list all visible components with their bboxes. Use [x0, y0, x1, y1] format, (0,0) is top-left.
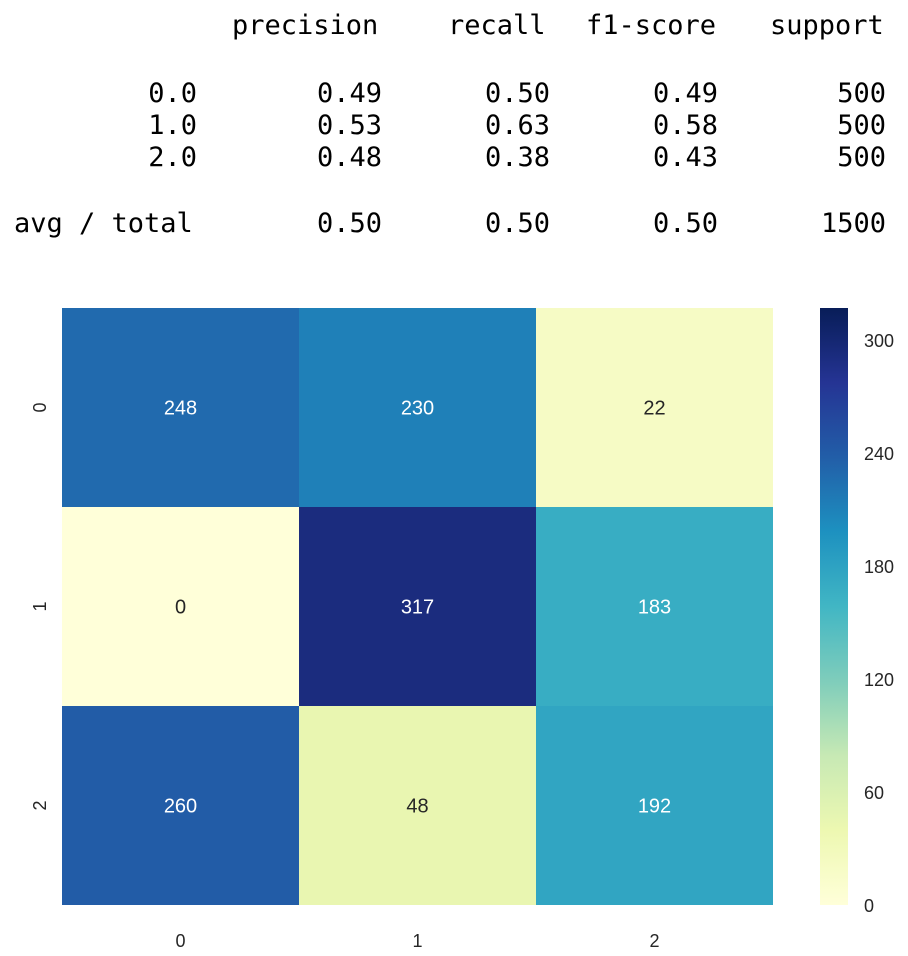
- report-total-label: avg / total: [14, 208, 193, 239]
- heatmap-cell-label: 22: [643, 398, 665, 420]
- report-f1-score-value: 0.58: [652, 110, 718, 141]
- heatmap-cell-label: 230: [401, 398, 434, 420]
- report-support-value: 500: [837, 78, 886, 109]
- colorbar-tick-label: 0: [864, 896, 874, 916]
- report-recall-value: 0.50: [484, 78, 550, 109]
- y-tick-label: 2: [30, 800, 50, 810]
- report-total-f1-score: 0.50: [652, 208, 718, 239]
- heatmap-cell: [536, 706, 773, 905]
- report-precision-value: 0.48: [316, 142, 382, 173]
- report-header-f1-score: f1-score: [586, 10, 717, 41]
- heatmap-cell: [299, 308, 536, 507]
- report-recall-value: 0.38: [484, 142, 550, 173]
- x-tick-label: 1: [412, 931, 422, 951]
- report-row-label: 2.0: [148, 142, 197, 173]
- heatmap-cell-label: 317: [401, 597, 434, 619]
- report-header-support: support: [770, 10, 884, 41]
- report-row-label: 1.0: [148, 110, 197, 141]
- heatmap-cell-labels: 248 230 22 0 317 183 260 48 192: [164, 398, 671, 818]
- heatmap-cell-label: 48: [406, 796, 428, 818]
- heatmap-cell: [62, 308, 299, 507]
- heatmap-cell-label: 0: [175, 597, 186, 619]
- report-recall-value: 0.63: [484, 110, 550, 141]
- report-total-recall: 0.50: [484, 208, 550, 239]
- heatmap-cell: [299, 706, 536, 905]
- y-tick-label: 1: [30, 601, 50, 611]
- colorbar-tick-labels: 0 60 120 180 240 300: [864, 331, 894, 916]
- heatmap-cells: [62, 308, 773, 905]
- colorbar: [820, 308, 848, 905]
- colorbar-tick-label: 60: [864, 783, 884, 803]
- classification-report: precision recall f1-score support 0.0 0.…: [0, 0, 908, 260]
- report-support-value: 500: [837, 142, 886, 173]
- report-header-precision: precision: [232, 10, 379, 41]
- report-f1-score-value: 0.43: [652, 142, 718, 173]
- heatmap-cell-label: 192: [638, 796, 671, 818]
- report-header-recall: recall: [448, 10, 546, 41]
- colorbar-tick-label: 240: [864, 444, 894, 464]
- report-precision-value: 0.53: [316, 110, 382, 141]
- report-row-label: 0.0: [148, 78, 197, 109]
- colorbar-tick-label: 180: [864, 557, 894, 577]
- heatmap-cell-label: 183: [638, 597, 671, 619]
- report-total-precision: 0.50: [316, 208, 382, 239]
- report-support-value: 500: [837, 110, 886, 141]
- y-tick-label: 0: [30, 402, 50, 412]
- heatmap-cell: [536, 507, 773, 706]
- x-tick-label: 0: [175, 931, 185, 951]
- x-axis-tick-labels: 0 1 2: [175, 931, 659, 951]
- colorbar-tick-label: 300: [864, 331, 894, 351]
- heatmap-cell: [62, 507, 299, 706]
- heatmap-cell-label: 260: [164, 796, 197, 818]
- heatmap-cell: [536, 308, 773, 507]
- report-precision-value: 0.49: [316, 78, 382, 109]
- report-f1-score-value: 0.49: [652, 78, 718, 109]
- colorbar-tick-label: 120: [864, 670, 894, 690]
- heatmap-cell: [299, 507, 536, 706]
- heatmap-cell-label: 248: [164, 398, 197, 420]
- heatmap-cell: [62, 706, 299, 905]
- report-total-support: 1500: [820, 208, 886, 239]
- y-axis-tick-labels: 0 1 2: [30, 402, 50, 810]
- x-tick-label: 2: [649, 931, 659, 951]
- confusion-matrix-heatmap: 248 230 22 0 317 183 260 48 192 0 1 2 0 1 2 0 60 120 18…: [30, 308, 894, 951]
